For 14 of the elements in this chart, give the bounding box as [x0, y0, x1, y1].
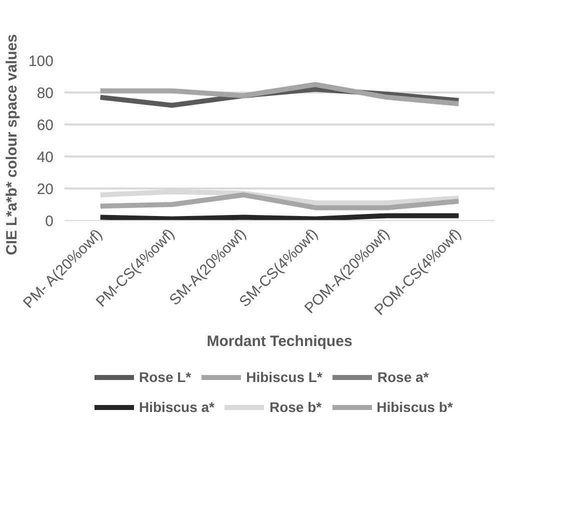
y-tick-label: 20 [36, 181, 54, 198]
legend-label: Hibiscus L* [246, 369, 322, 385]
y-tick-label: 0 [45, 213, 54, 230]
y-axis-title: CIE L*a*b* colour space values [3, 34, 20, 256]
y-tick-label: 100 [28, 53, 54, 70]
y-tick-label: 60 [36, 117, 54, 134]
legend-label: Rose b* [269, 399, 322, 415]
legend-label: Rose a* [377, 369, 429, 385]
y-tick-label: 80 [36, 85, 54, 102]
legend-label: Hibiscus b* [376, 399, 453, 415]
x-axis-title: Mordant Techniques [206, 332, 352, 350]
y-tick-label: 40 [36, 149, 54, 166]
legend-label: Hibiscus a* [139, 399, 214, 415]
legend-label: Rose L* [139, 369, 192, 385]
